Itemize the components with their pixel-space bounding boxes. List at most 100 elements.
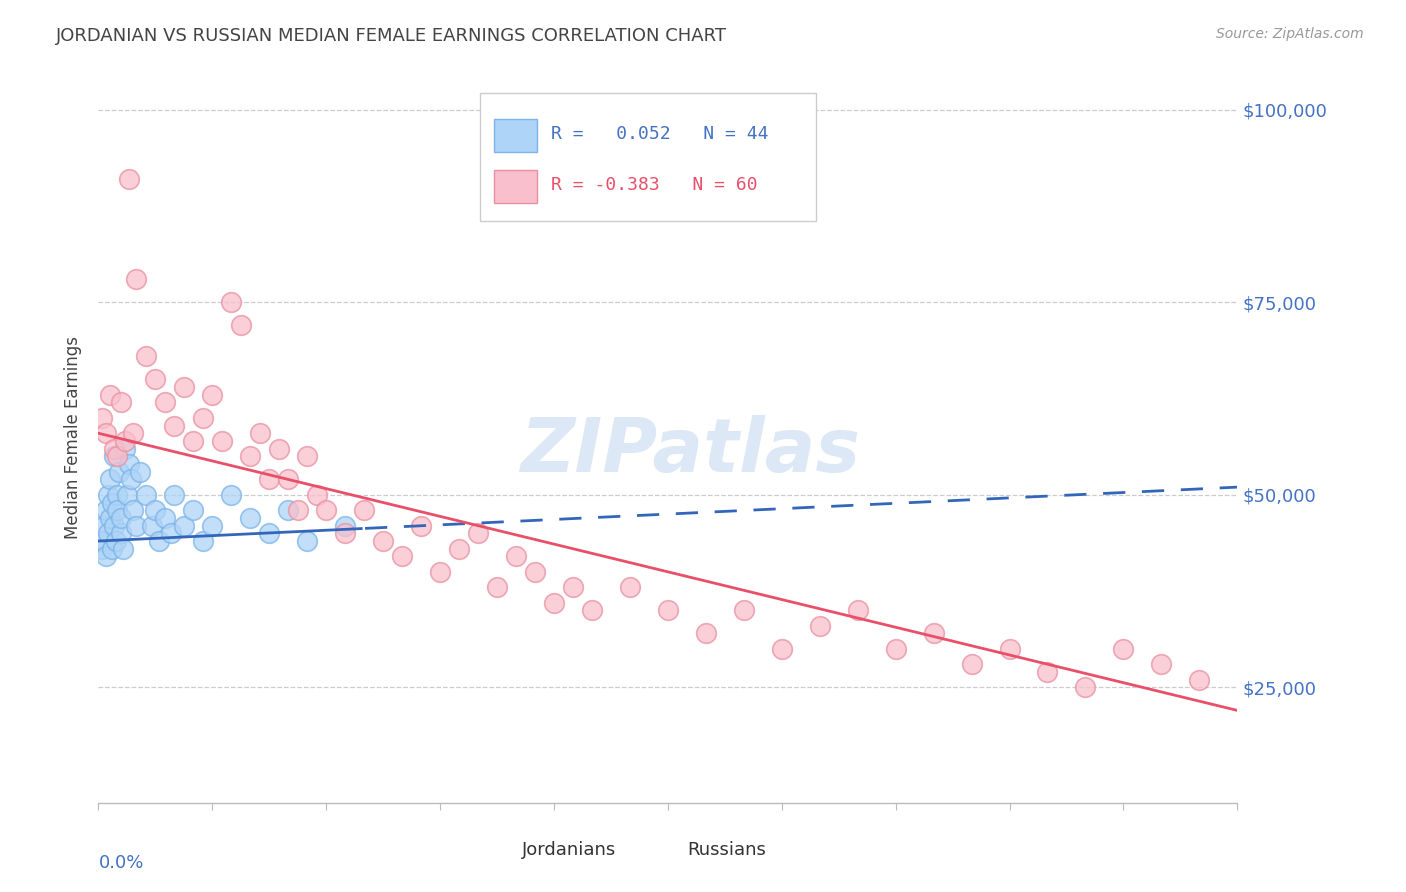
Point	[467, 526, 489, 541]
Point	[173, 380, 195, 394]
Point	[135, 349, 157, 363]
Text: R = -0.383   N = 60: R = -0.383 N = 60	[551, 176, 758, 194]
Point	[221, 295, 243, 310]
Point	[115, 488, 138, 502]
Text: JORDANIAN VS RUSSIAN MEDIAN FEMALE EARNINGS CORRELATION CHART: JORDANIAN VS RUSSIAN MEDIAN FEMALE EARNI…	[56, 27, 727, 45]
Point	[129, 465, 152, 479]
Point	[239, 511, 262, 525]
Point	[239, 450, 262, 464]
Point	[112, 541, 135, 556]
Point	[922, 626, 945, 640]
Point	[100, 495, 122, 509]
Text: R =   0.052   N = 44: R = 0.052 N = 44	[551, 125, 768, 143]
FancyBboxPatch shape	[479, 94, 815, 221]
Point	[103, 442, 125, 456]
Point	[315, 503, 337, 517]
Point	[107, 503, 129, 517]
Point	[960, 657, 983, 672]
Point	[118, 457, 141, 471]
Point	[353, 503, 375, 517]
Point	[191, 534, 214, 549]
Point	[110, 395, 132, 409]
Point	[153, 395, 176, 409]
Point	[163, 488, 186, 502]
Point	[277, 503, 299, 517]
Point	[98, 388, 121, 402]
FancyBboxPatch shape	[494, 119, 537, 152]
Point	[110, 511, 132, 525]
Point	[107, 450, 129, 464]
Point	[94, 549, 117, 564]
Point	[153, 511, 176, 525]
FancyBboxPatch shape	[494, 170, 537, 203]
Point	[118, 172, 141, 186]
Point	[297, 450, 319, 464]
Point	[808, 618, 831, 632]
Point	[411, 518, 433, 533]
FancyBboxPatch shape	[479, 839, 512, 869]
Point	[1036, 665, 1059, 679]
Point	[107, 488, 129, 502]
Point	[267, 442, 290, 456]
Text: Jordanians: Jordanians	[522, 841, 616, 859]
Text: Source: ZipAtlas.com: Source: ZipAtlas.com	[1216, 27, 1364, 41]
Point	[100, 541, 122, 556]
Point	[103, 518, 125, 533]
Point	[335, 518, 357, 533]
Point	[173, 518, 195, 533]
Point	[770, 641, 793, 656]
Point	[1188, 673, 1211, 687]
Point	[287, 503, 309, 517]
Point	[145, 372, 167, 386]
Text: 0.0%: 0.0%	[98, 854, 143, 872]
Point	[259, 472, 281, 486]
Point	[121, 503, 143, 517]
Point	[91, 410, 114, 425]
Point	[141, 518, 163, 533]
Point	[581, 603, 603, 617]
Point	[183, 434, 205, 448]
Point	[846, 603, 869, 617]
Point	[1150, 657, 1173, 672]
Y-axis label: Median Female Earnings: Median Female Earnings	[65, 335, 83, 539]
Point	[249, 426, 271, 441]
Point	[229, 318, 252, 333]
Point	[391, 549, 413, 564]
Point	[93, 518, 115, 533]
Point	[297, 534, 319, 549]
Text: ZIPatlas: ZIPatlas	[520, 415, 860, 488]
Point	[110, 526, 132, 541]
Point	[148, 534, 170, 549]
Point	[114, 434, 136, 448]
Point	[305, 488, 328, 502]
Point	[524, 565, 547, 579]
Point	[121, 426, 143, 441]
Point	[201, 518, 224, 533]
Point	[93, 534, 115, 549]
Point	[619, 580, 641, 594]
Point	[371, 534, 394, 549]
Point	[486, 580, 509, 594]
Point	[91, 541, 114, 556]
Point	[429, 565, 451, 579]
Point	[277, 472, 299, 486]
Point	[211, 434, 233, 448]
Point	[98, 511, 121, 525]
Point	[335, 526, 357, 541]
Point	[183, 503, 205, 517]
Point	[505, 549, 527, 564]
Point	[543, 596, 565, 610]
Point	[125, 272, 148, 286]
Point	[98, 472, 121, 486]
Point	[201, 388, 224, 402]
Point	[1074, 681, 1097, 695]
Text: Russians: Russians	[688, 841, 766, 859]
Point	[191, 410, 214, 425]
Point	[125, 518, 148, 533]
Point	[657, 603, 679, 617]
Point	[695, 626, 717, 640]
Point	[94, 503, 117, 517]
Point	[108, 465, 131, 479]
Point	[449, 541, 471, 556]
Point	[998, 641, 1021, 656]
